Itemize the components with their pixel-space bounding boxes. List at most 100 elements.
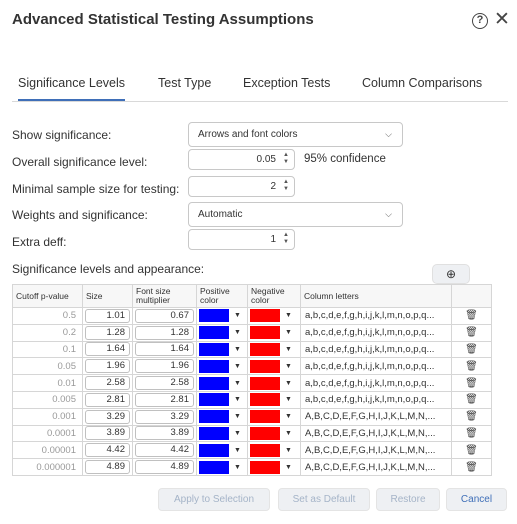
- negative-color-picker[interactable]: ▼: [250, 326, 298, 340]
- set-as-default-button[interactable]: Set as Default: [278, 488, 370, 511]
- size-input[interactable]: 3.29: [85, 409, 130, 424]
- positive-color-cell: ▼: [196, 390, 248, 409]
- trash-icon[interactable]: 🗑: [451, 357, 492, 376]
- extra-deff-value: 1: [270, 234, 276, 245]
- positive-color-picker[interactable]: ▼: [199, 359, 245, 373]
- trash-icon[interactable]: 🗑: [451, 458, 492, 476]
- font-multiplier-input[interactable]: 2.58: [135, 376, 194, 391]
- positive-color-picker[interactable]: ▼: [199, 443, 245, 457]
- positive-color-picker[interactable]: ▼: [199, 426, 245, 440]
- font-multiplier-cell: 0.67: [132, 307, 197, 325]
- trash-icon[interactable]: 🗑: [451, 424, 492, 443]
- negative-color-picker[interactable]: ▼: [250, 342, 298, 356]
- table-row: 0.2 1.28 1.28 ▼ ▼ a,b,c,d,e,f,g,h,i,j,k,l,m,n…: [12, 323, 492, 342]
- size-cell: 2.81: [82, 390, 133, 409]
- positive-color-swatch: [199, 309, 229, 323]
- size-input[interactable]: 4.89: [85, 460, 130, 475]
- header-font-multiplier: Font size multiplier: [132, 284, 197, 308]
- negative-color-picker[interactable]: ▼: [250, 410, 298, 424]
- positive-color-picker[interactable]: ▼: [199, 326, 245, 340]
- extra-deff-input[interactable]: 1 ▲ ▼: [188, 229, 295, 250]
- negative-color-picker[interactable]: ▼: [250, 393, 298, 407]
- tab-exception-tests[interactable]: Exception Tests: [243, 76, 331, 90]
- negative-color-picker[interactable]: ▼: [250, 443, 298, 457]
- font-multiplier-input[interactable]: 4.89: [135, 460, 194, 475]
- tab-bar: Significance Levels Test Type Exception …: [12, 74, 508, 102]
- font-multiplier-cell: 4.89: [132, 458, 197, 476]
- negative-color-cell: ▼: [247, 390, 301, 409]
- size-input[interactable]: 1.01: [85, 308, 130, 323]
- size-input[interactable]: 2.81: [85, 392, 130, 407]
- font-multiplier-input[interactable]: 3.89: [135, 426, 194, 441]
- column-letters[interactable]: A,B,C,D,E,F,G,H,I,J,K,L,M,N,...: [300, 458, 452, 476]
- negative-color-swatch: [250, 410, 280, 424]
- tab-test-type[interactable]: Test Type: [158, 76, 212, 90]
- size-input[interactable]: 3.89: [85, 426, 130, 441]
- close-icon[interactable]: ✕: [494, 9, 510, 30]
- font-multiplier-input[interactable]: 2.81: [135, 392, 194, 407]
- add-circle-icon[interactable]: ⊕: [432, 264, 470, 284]
- show-significance-select[interactable]: Arrows and font colors ⌵: [188, 122, 403, 147]
- caret-down-icon: ▼: [285, 446, 292, 454]
- negative-color-picker[interactable]: ▼: [250, 359, 298, 373]
- positive-color-swatch: [199, 376, 229, 390]
- column-letters[interactable]: A,B,C,D,E,F,G,H,I,J,K,L,M,N,...: [300, 441, 452, 460]
- cutoff-value: 0.1: [12, 340, 83, 359]
- tab-column-comparisons[interactable]: Column Comparisons: [362, 76, 483, 90]
- column-letters[interactable]: a,b,c,d,e,f,g,h,i,j,k,l,m,n,o,p,q...: [300, 323, 452, 342]
- font-multiplier-input[interactable]: 0.67: [135, 308, 194, 323]
- trash-icon[interactable]: 🗑: [451, 340, 492, 359]
- positive-color-swatch: [199, 410, 229, 424]
- negative-color-picker[interactable]: ▼: [250, 376, 298, 390]
- cutoff-value: 0.01: [12, 374, 83, 392]
- size-input[interactable]: 1.28: [85, 325, 130, 340]
- apply-to-selection-button[interactable]: Apply to Selection: [158, 488, 270, 511]
- significance-table: Cutoff p-value Size Font size multiplier…: [12, 284, 492, 476]
- font-multiplier-input[interactable]: 3.29: [135, 409, 194, 424]
- caret-down-icon: ▼: [234, 379, 241, 387]
- size-input[interactable]: 2.58: [85, 376, 130, 391]
- cancel-button[interactable]: Cancel: [446, 488, 507, 511]
- column-letters[interactable]: a,b,c,d,e,f,g,h,i,j,k,l,m,n,o,p,q...: [300, 307, 452, 325]
- trash-icon[interactable]: 🗑: [451, 441, 492, 460]
- negative-color-picker[interactable]: ▼: [250, 309, 298, 323]
- positive-color-picker[interactable]: ▼: [199, 309, 245, 323]
- size-input[interactable]: 4.42: [85, 443, 130, 458]
- caret-down-icon: ▼: [234, 345, 241, 353]
- tab-significance-levels[interactable]: Significance Levels: [18, 76, 126, 101]
- column-letters[interactable]: a,b,c,d,e,f,g,h,i,j,k,l,m,n,o,p,q...: [300, 374, 452, 392]
- size-input[interactable]: 1.96: [85, 359, 130, 374]
- size-input[interactable]: 1.64: [85, 342, 130, 357]
- positive-color-picker[interactable]: ▼: [199, 376, 245, 390]
- positive-color-picker[interactable]: ▼: [199, 393, 245, 407]
- positive-color-picker[interactable]: ▼: [199, 342, 245, 356]
- overall-level-input[interactable]: 0.05 ▲ ▼: [188, 149, 295, 170]
- font-multiplier-input[interactable]: 1.28: [135, 325, 194, 340]
- font-multiplier-input[interactable]: 1.96: [135, 359, 194, 374]
- column-letters[interactable]: A,B,C,D,E,F,G,H,I,J,K,L,M,N,...: [300, 424, 452, 443]
- trash-icon[interactable]: 🗑: [451, 374, 492, 392]
- positive-color-picker[interactable]: ▼: [199, 410, 245, 424]
- spinner-icon[interactable]: ▲ ▼: [283, 152, 289, 165]
- negative-color-picker[interactable]: ▼: [250, 426, 298, 440]
- negative-color-picker[interactable]: ▼: [250, 460, 298, 474]
- column-letters[interactable]: a,b,c,d,e,f,g,h,i,j,k,l,m,n,o,p,q...: [300, 390, 452, 409]
- spinner-icon[interactable]: ▲ ▼: [283, 179, 289, 192]
- trash-icon[interactable]: 🗑: [451, 323, 492, 342]
- font-multiplier-input[interactable]: 1.64: [135, 342, 194, 357]
- table-row: 0.5 1.01 0.67 ▼ ▼ a,b,c,d,e,f,g,h,i,j,k,l,m,n…: [12, 307, 492, 325]
- trash-icon[interactable]: 🗑: [451, 407, 492, 426]
- trash-icon[interactable]: 🗑: [451, 307, 492, 325]
- spinner-icon[interactable]: ▲ ▼: [283, 232, 289, 245]
- column-letters[interactable]: A,B,C,D,E,F,G,H,I,J,K,L,M,N,...: [300, 407, 452, 426]
- positive-color-picker[interactable]: ▼: [199, 460, 245, 474]
- trash-icon[interactable]: 🗑: [451, 390, 492, 409]
- column-letters[interactable]: a,b,c,d,e,f,g,h,i,j,k,l,m,n,o,p,q...: [300, 357, 452, 376]
- positive-color-cell: ▼: [196, 407, 248, 426]
- help-icon[interactable]: ?: [472, 13, 488, 29]
- min-sample-input[interactable]: 2 ▲ ▼: [188, 176, 295, 197]
- weights-select[interactable]: Automatic ⌵: [188, 202, 403, 227]
- restore-button[interactable]: Restore: [376, 488, 440, 511]
- column-letters[interactable]: a,b,c,d,e,f,g,h,i,j,k,l,m,n,o,p,q...: [300, 340, 452, 359]
- font-multiplier-input[interactable]: 4.42: [135, 443, 194, 458]
